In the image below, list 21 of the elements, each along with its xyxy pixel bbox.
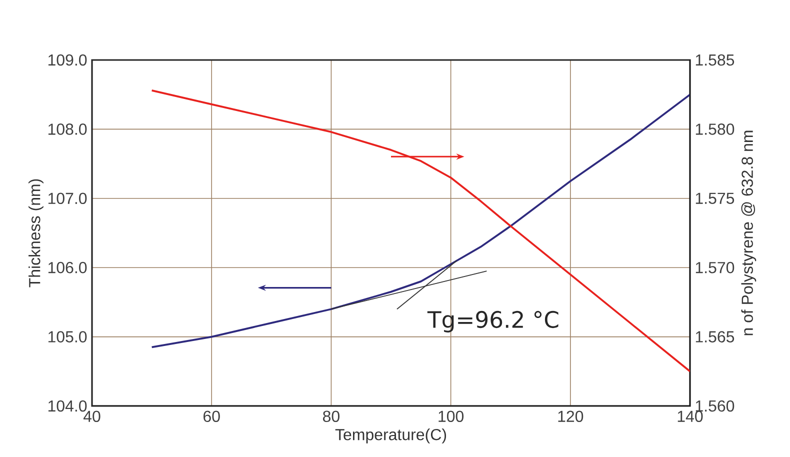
y2-tick-label: 1.570 xyxy=(696,262,734,274)
y-tick-label: 106.0 xyxy=(48,262,87,274)
x-tick-label: 60 xyxy=(204,410,220,422)
y2-tick-label: 1.580 xyxy=(696,124,734,135)
y-axis-title: Thickness (nm) xyxy=(28,179,44,288)
x-tick-label: 140 xyxy=(678,410,703,422)
y-tick-label: 104.0 xyxy=(48,400,87,412)
x-tick-label: 100 xyxy=(438,410,464,422)
x-axis-title: Temperature(C) xyxy=(335,428,446,444)
y-tick-label: 107.0 xyxy=(48,192,87,204)
x-tick-label: 40 xyxy=(83,410,100,422)
y-tick-label: 109.0 xyxy=(48,54,87,66)
y2-tick-label: 1.560 xyxy=(696,400,734,412)
y2-tick-label: 1.585 xyxy=(696,54,734,66)
y-tick-label: 105.0 xyxy=(48,331,87,342)
y2-tick-label: 1.565 xyxy=(696,331,734,342)
y-tick-label: 108.0 xyxy=(48,124,87,135)
x-tick-label: 80 xyxy=(322,410,340,422)
y2-tick-label: 1.575 xyxy=(696,192,734,204)
x-tick-label: 120 xyxy=(558,410,584,422)
y2-axis-title: n of Polystyrene @ 632.8 nm xyxy=(741,130,756,336)
